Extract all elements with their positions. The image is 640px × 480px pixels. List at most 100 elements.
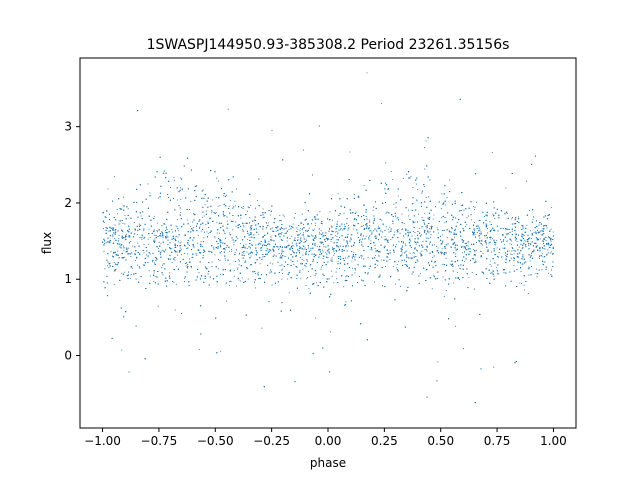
data-point: [351, 260, 353, 262]
data-point: [269, 272, 271, 274]
data-point: [188, 244, 190, 247]
data-point: [128, 253, 130, 255]
data-point: [524, 239, 526, 241]
data-point: [171, 248, 173, 250]
data-point: [423, 186, 425, 188]
data-point: [192, 245, 195, 247]
data-point: [224, 249, 226, 251]
data-point: [397, 195, 399, 197]
data-point: [384, 235, 386, 238]
data-point: [250, 229, 252, 231]
data-point: [179, 177, 181, 179]
data-point: [402, 177, 404, 179]
data-point: [328, 238, 330, 240]
data-point: [322, 258, 324, 260]
data-point: [238, 259, 240, 261]
data-point: [334, 235, 336, 237]
data-point: [345, 301, 347, 303]
data-point: [415, 243, 417, 245]
data-point: [282, 240, 284, 242]
data-point: [278, 234, 280, 236]
data-point: [157, 305, 159, 307]
data-point: [373, 228, 375, 230]
data-point: [279, 214, 281, 217]
data-point: [302, 254, 304, 256]
data-point: [441, 248, 443, 250]
data-point: [540, 234, 542, 236]
data-point: [411, 257, 413, 259]
data-point: [197, 234, 199, 237]
data-point: [425, 196, 427, 198]
data-point: [467, 245, 469, 247]
data-point: [234, 251, 236, 253]
data-point: [148, 243, 150, 245]
data-point: [491, 229, 493, 231]
data-point: [536, 229, 538, 231]
data-point: [273, 230, 275, 233]
data-point: [281, 257, 283, 259]
data-point: [425, 227, 427, 229]
data-point: [281, 278, 283, 280]
data-point: [118, 220, 120, 222]
data-point: [162, 172, 164, 174]
data-point: [532, 218, 534, 221]
data-point: [113, 261, 115, 264]
data-point: [268, 240, 270, 242]
data-point: [139, 267, 141, 269]
data-point: [428, 232, 430, 234]
data-point: [343, 213, 345, 215]
data-point: [445, 257, 447, 259]
data-point: [148, 270, 150, 272]
data-point: [281, 251, 283, 253]
data-point: [253, 219, 255, 221]
data-point: [489, 221, 491, 223]
data-point: [246, 268, 248, 270]
data-point: [156, 222, 158, 224]
data-point: [404, 252, 406, 254]
data-point: [406, 173, 408, 175]
data-point: [451, 228, 453, 230]
data-point: [401, 213, 403, 215]
data-point: [502, 228, 504, 230]
data-point: [390, 238, 392, 241]
data-point: [278, 220, 280, 222]
data-point: [368, 236, 370, 238]
data-point: [539, 231, 541, 233]
data-point: [385, 212, 387, 214]
data-point: [450, 263, 452, 265]
data-point: [103, 251, 105, 253]
data-point: [513, 264, 515, 266]
data-point: [393, 203, 395, 205]
data-point: [186, 253, 188, 255]
data-point: [134, 259, 137, 262]
data-point: [498, 252, 500, 254]
data-point: [299, 230, 301, 232]
data-point: [215, 197, 217, 199]
data-point: [354, 269, 356, 271]
data-point: [358, 196, 360, 198]
data-point: [483, 273, 485, 275]
data-point: [269, 214, 271, 216]
data-point: [203, 231, 206, 233]
data-point: [295, 243, 297, 245]
data-point: [549, 252, 551, 254]
data-point: [121, 272, 123, 274]
data-point: [301, 234, 303, 236]
data-point: [428, 228, 431, 230]
data-point: [334, 231, 337, 233]
data-point: [336, 239, 338, 241]
data-point: [123, 249, 125, 251]
data-point: [446, 237, 448, 239]
data-point: [464, 243, 466, 245]
data-point: [301, 228, 304, 230]
data-point: [106, 265, 109, 267]
data-point: [330, 259, 332, 261]
data-point: [478, 232, 481, 235]
data-point: [246, 251, 248, 253]
data-point: [271, 227, 273, 229]
data-point: [232, 239, 234, 241]
data-point: [335, 271, 337, 273]
data-point: [166, 234, 168, 236]
data-point: [247, 210, 249, 212]
